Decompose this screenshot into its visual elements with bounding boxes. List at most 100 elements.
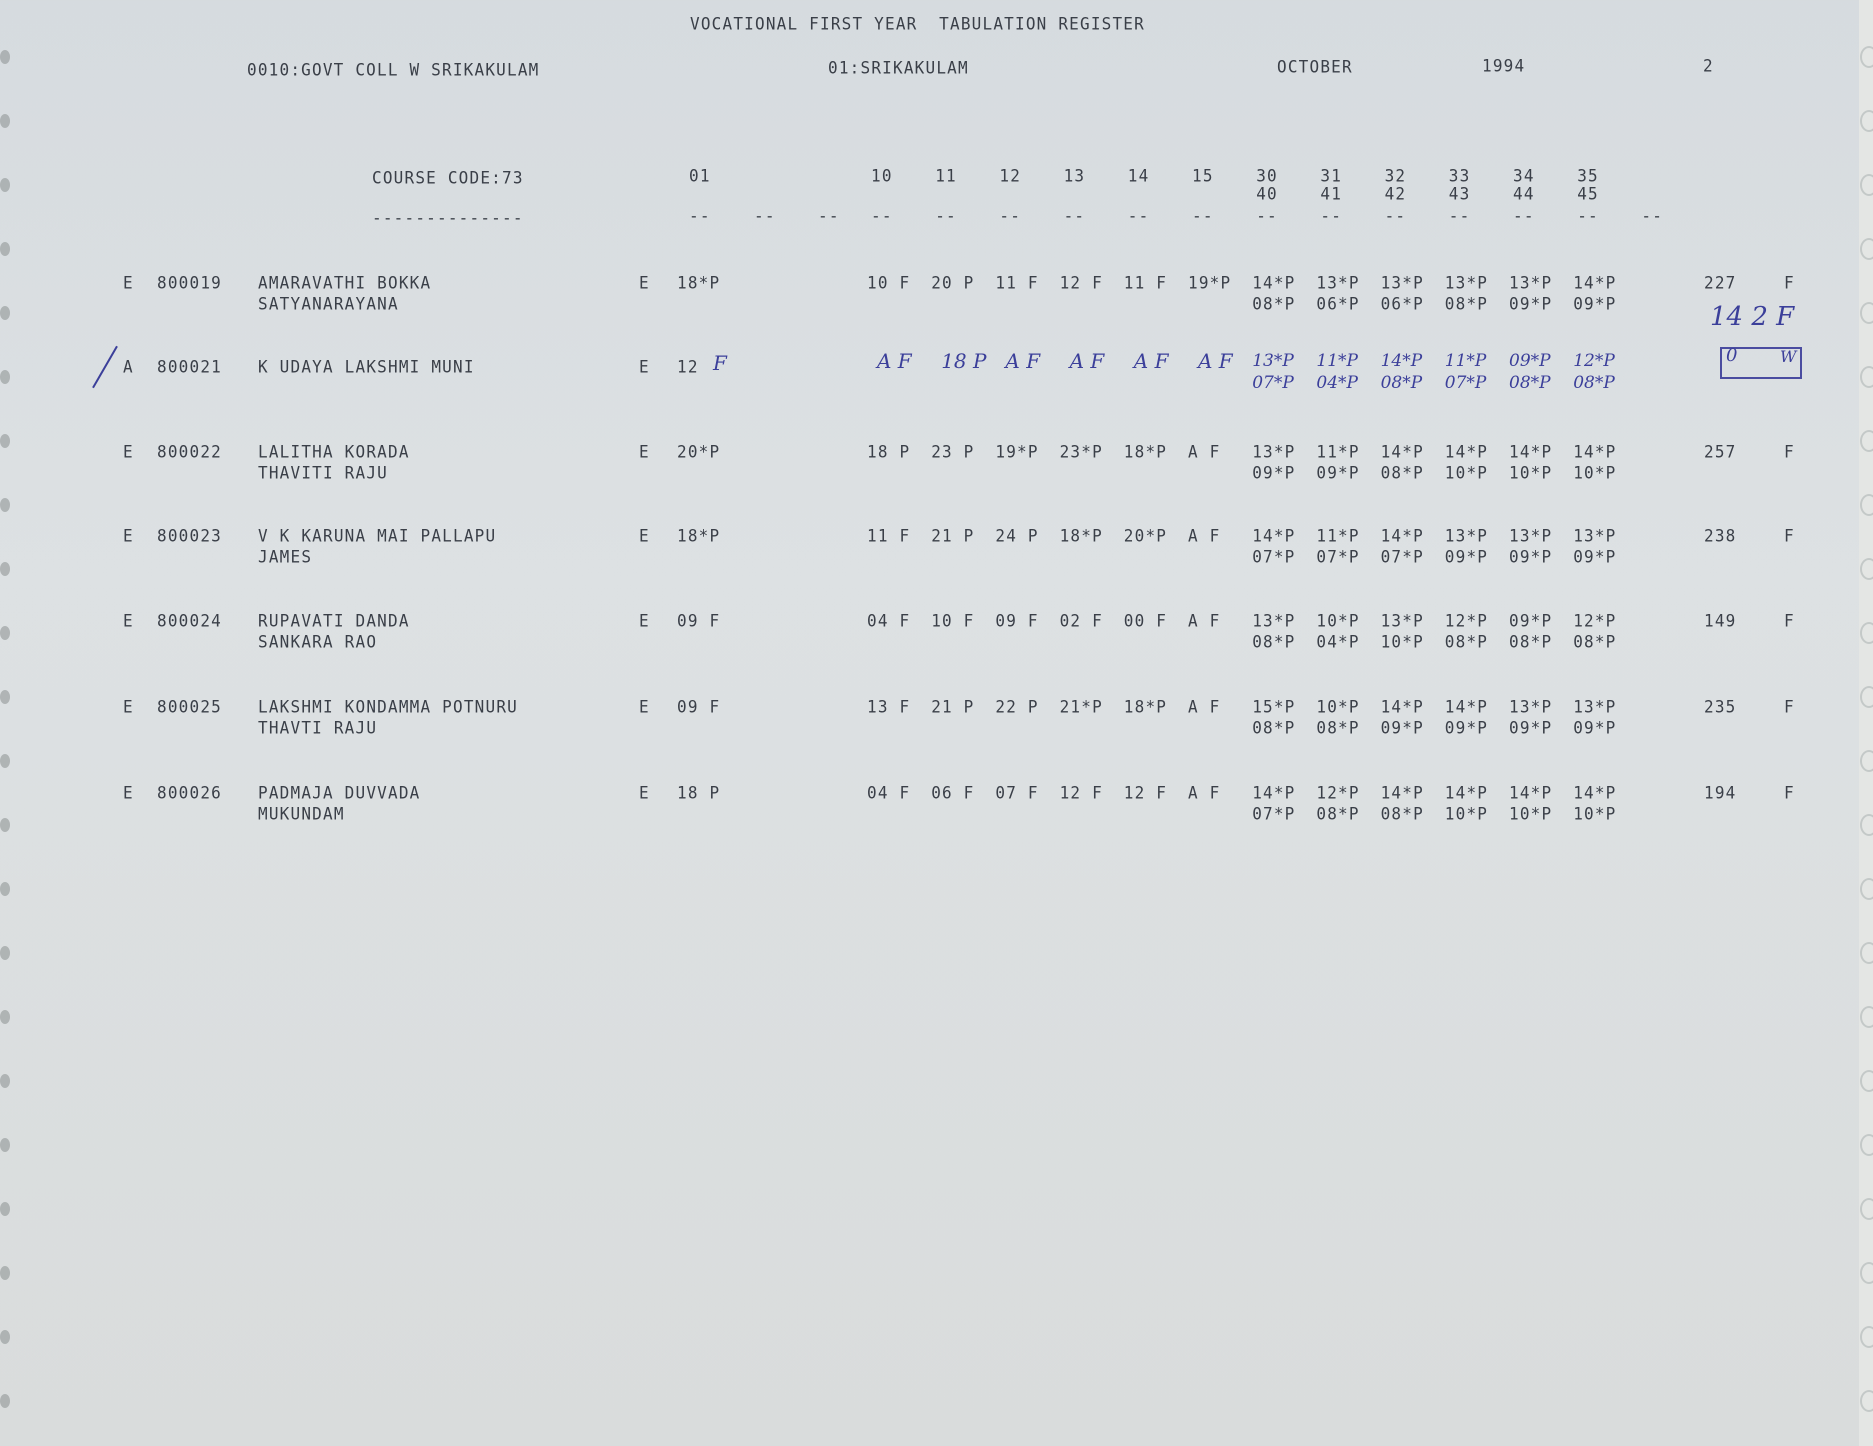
subject-mark: 11 F xyxy=(995,272,1039,293)
roll-number: 800024 xyxy=(157,610,222,631)
row-flag: E xyxy=(123,525,134,546)
subject-mark: A F xyxy=(1188,525,1221,546)
part-mark-bottom: 08*P xyxy=(1380,462,1424,483)
sprocket-hole-left xyxy=(0,1074,10,1088)
sprocket-hole-right xyxy=(1860,622,1873,644)
part-mark-top: 14*P xyxy=(1444,782,1489,803)
column-divider: -- xyxy=(1320,205,1343,226)
college-name: 0010:GOVT COLL W SRIKAKULAM xyxy=(247,59,540,80)
sprocket-hole-right xyxy=(1860,942,1873,964)
column-header-41: 41 xyxy=(1320,183,1343,204)
part-mark-top: 14*P xyxy=(1380,525,1424,546)
column-divider: -- xyxy=(1641,205,1664,226)
candidate-name: RUPAVATI DANDA xyxy=(258,610,410,631)
part-mark-top: 14*P xyxy=(1573,441,1617,462)
sprocket-hole-right xyxy=(1860,1134,1873,1156)
column-header-14: 14 xyxy=(1127,165,1150,186)
part-mark-top: 14*P xyxy=(1509,441,1553,462)
part-mark-top: 10*P xyxy=(1316,610,1360,631)
subject-mark: 04 F xyxy=(867,610,911,631)
candidate-name: V K KARUNA MAI PALLAPU xyxy=(258,525,497,546)
sprocket-hole-left xyxy=(0,1202,10,1216)
part-mark-bottom: 09*P xyxy=(1573,546,1617,567)
part-mark-top: 12*P xyxy=(1444,610,1489,631)
handwritten-total: 14 2 F xyxy=(1710,302,1795,332)
column-header-42: 42 xyxy=(1384,183,1407,204)
column-header-45: 45 xyxy=(1577,183,1599,204)
column-divider: -- xyxy=(1448,205,1471,226)
column-divider: -- xyxy=(818,205,840,226)
part-mark-bottom: 07*P xyxy=(1252,546,1296,567)
part-mark-bottom: 09*P xyxy=(1509,293,1553,314)
total-marks: 194 xyxy=(1704,782,1737,803)
sprocket-hole-left xyxy=(0,1010,10,1024)
sprocket-hole-left xyxy=(0,50,10,64)
part-mark-top: 14*P xyxy=(1252,782,1296,803)
candidate-father-name: THAVTI RAJU xyxy=(258,717,378,738)
sprocket-hole-right xyxy=(1860,430,1873,452)
part-mark-bottom: 08*P xyxy=(1444,293,1489,314)
page-number: 2 xyxy=(1703,55,1714,76)
subject-mark: 19*P xyxy=(995,441,1039,462)
final-result: F xyxy=(1784,782,1795,803)
medium-code: E xyxy=(639,525,650,546)
column-divider: -- xyxy=(1256,205,1278,226)
candidate-father-name: SATYANARAYANA xyxy=(258,293,399,314)
sprocket-hole-right xyxy=(1860,238,1873,260)
sprocket-hole-right xyxy=(1860,1006,1873,1028)
column-header-33: 33 xyxy=(1448,165,1471,186)
sprocket-hole-left xyxy=(0,242,10,256)
handwritten-box-value: 0 xyxy=(1726,345,1738,366)
subject-mark: 04 F xyxy=(867,782,911,803)
subject-mark: 10 F xyxy=(931,610,975,631)
exam-month: OCTOBER xyxy=(1277,56,1353,77)
part-mark-bottom: 09*P xyxy=(1252,462,1296,483)
final-result: F xyxy=(1784,525,1795,546)
column-header-44: 44 xyxy=(1513,183,1535,204)
part-mark-top: 13*P xyxy=(1444,272,1489,293)
handwritten-part-mark-top: 11*P xyxy=(1316,351,1358,371)
subject-mark: 12 F xyxy=(1059,272,1103,293)
sprocket-hole-left xyxy=(0,562,10,576)
final-result: F xyxy=(1784,610,1795,631)
row-flag: E xyxy=(123,272,134,293)
column-header-32: 32 xyxy=(1384,165,1407,186)
part-mark-bottom: 09*P xyxy=(1444,717,1489,738)
handwritten-subject-mark: A F xyxy=(1069,349,1105,373)
subject-mark: 06 F xyxy=(931,782,975,803)
candidate-father-name: MUKUNDAM xyxy=(258,803,345,824)
column-divider: -- xyxy=(1127,205,1150,226)
candidate-father-name: SANKARA RAO xyxy=(258,631,378,652)
sprocket-hole-right xyxy=(1860,750,1873,772)
subject-mark: 18*P xyxy=(1123,696,1168,717)
handwritten-result-box xyxy=(1720,347,1802,379)
medium-code: E xyxy=(639,356,650,377)
column-header-43: 43 xyxy=(1448,183,1471,204)
column-divider: -- xyxy=(1063,205,1086,226)
subject-mark: 22 P xyxy=(995,696,1039,717)
handwritten-subject-mark: A F xyxy=(1005,349,1041,373)
column-header-01: 01 xyxy=(689,165,711,186)
column-header-35: 35 xyxy=(1577,165,1599,186)
sprocket-hole-left xyxy=(0,818,10,832)
medium-code: E xyxy=(639,610,650,631)
handwritten-sub01-result: F xyxy=(713,351,727,375)
part-mark-bottom: 04*P xyxy=(1316,631,1360,652)
subject-mark: 18*P xyxy=(1059,525,1103,546)
part-mark-top: 14*P xyxy=(1380,696,1424,717)
subject-mark: 18*P xyxy=(1123,441,1168,462)
sprocket-hole-right xyxy=(1860,1262,1873,1284)
part-mark-bottom: 08*P xyxy=(1252,717,1296,738)
handwritten-part-mark-top: 09*P xyxy=(1509,351,1551,371)
part-mark-top: 14*P xyxy=(1573,272,1617,293)
part-mark-bottom: 10*P xyxy=(1573,803,1617,824)
part-mark-top: 14*P xyxy=(1509,782,1553,803)
final-result: F xyxy=(1784,696,1795,717)
candidate-name: LAKSHMI KONDAMMA POTNURU xyxy=(258,696,518,717)
part-mark-top: 11*P xyxy=(1316,441,1360,462)
subject-01-mark: 12 xyxy=(677,356,699,377)
subject-mark: 00 F xyxy=(1123,610,1168,631)
handwritten-subject-mark: A F xyxy=(877,349,912,373)
subject-mark: 21 P xyxy=(931,525,975,546)
part-mark-top: 14*P xyxy=(1444,696,1489,717)
